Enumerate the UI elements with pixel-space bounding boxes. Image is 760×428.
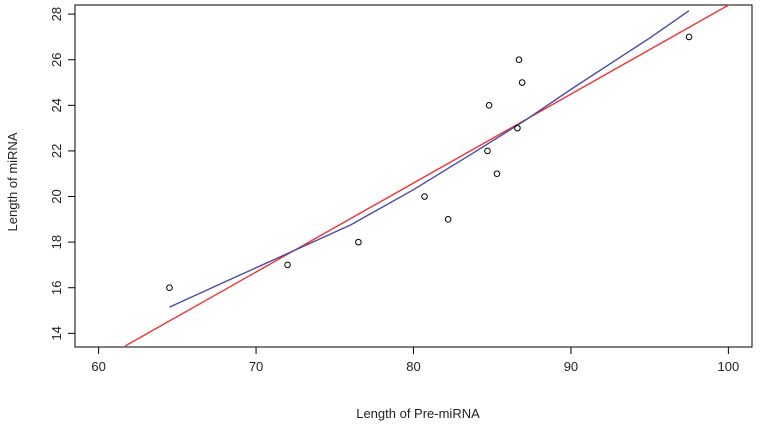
data-point — [485, 102, 493, 109]
data-point — [685, 33, 693, 41]
data-point — [518, 79, 526, 86]
data-point — [355, 238, 362, 246]
y-tick-label: 28 — [49, 7, 64, 21]
data-point — [515, 56, 523, 64]
x-tick-label: 80 — [406, 359, 420, 374]
y-tick-label: 14 — [49, 326, 64, 340]
smooth-fit-line — [169, 10, 690, 308]
x-tick-label: 60 — [91, 359, 105, 374]
axis-labels: Length of Pre-miRNA Length of miRNA — [5, 132, 480, 421]
data-point — [444, 216, 452, 223]
x-axis-title: Length of Pre-miRNA — [356, 406, 480, 421]
data-point — [514, 124, 521, 132]
data-point — [421, 193, 428, 200]
data-point — [166, 284, 173, 292]
y-tick-label: 18 — [49, 235, 64, 249]
y-tick-label: 24 — [49, 98, 64, 112]
y-tick-label: 20 — [49, 189, 64, 203]
x-tick-label: 90 — [564, 359, 578, 374]
y-tick-label: 22 — [49, 144, 64, 158]
y-tick-label: 26 — [49, 52, 64, 66]
fit-lines — [125, 5, 731, 347]
plot-frame — [74, 4, 753, 348]
y-tick-label: 16 — [49, 280, 64, 294]
data-point — [493, 170, 501, 178]
data-points — [166, 33, 693, 292]
data-point — [484, 147, 491, 155]
linear-fit-line — [125, 5, 731, 347]
axes: 60 70 80 90 100 14 16 18 20 22 24 26 28 — [49, 4, 753, 374]
x-tick-label: 70 — [249, 359, 263, 374]
data-point — [284, 261, 291, 269]
y-axis-title: Length of miRNA — [5, 132, 20, 231]
x-tick-label: 100 — [718, 359, 740, 374]
